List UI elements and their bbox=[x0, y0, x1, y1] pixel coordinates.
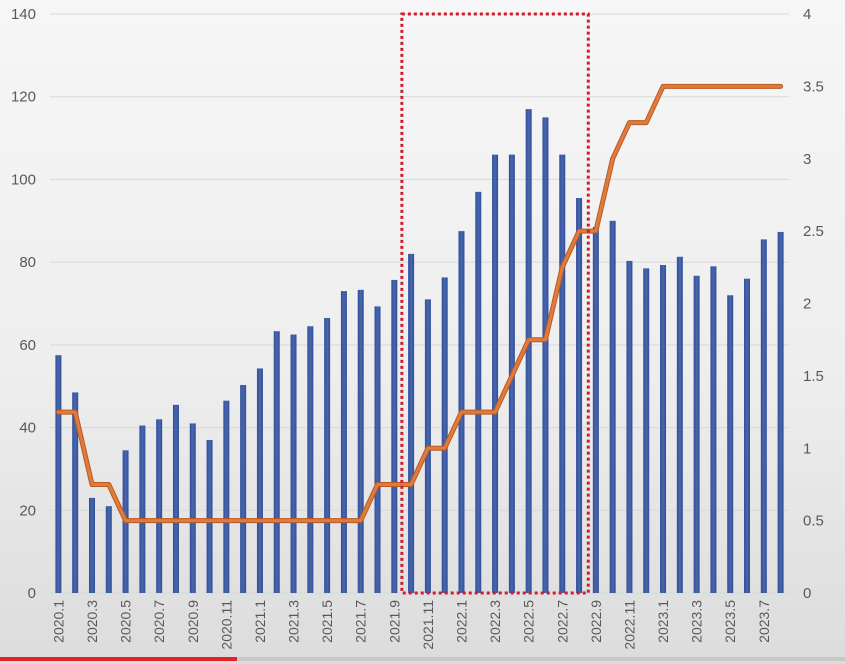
right-y-tick-label: 3.5 bbox=[803, 78, 824, 95]
bar bbox=[777, 231, 784, 593]
bar bbox=[55, 355, 62, 593]
x-tick-label: 2021.7 bbox=[353, 600, 369, 643]
right-y-tick-label: 0 bbox=[803, 585, 811, 602]
bar bbox=[710, 266, 717, 593]
left-y-tick-label: 40 bbox=[19, 420, 36, 437]
right-y-tick-label: 0.5 bbox=[803, 513, 824, 530]
bar bbox=[609, 220, 616, 594]
x-tick-label: 2021.5 bbox=[319, 600, 335, 643]
bar bbox=[727, 295, 734, 593]
right-y-tick-label: 3 bbox=[803, 151, 811, 168]
left-y-tick-label: 0 bbox=[28, 585, 36, 602]
x-tick-label: 2020.5 bbox=[118, 600, 134, 643]
video-progress-fill bbox=[0, 657, 237, 661]
bar bbox=[676, 256, 683, 593]
bar bbox=[391, 279, 398, 593]
x-tick-label: 2021.11 bbox=[420, 600, 436, 650]
bar bbox=[693, 275, 700, 593]
x-tick-label: 2020.7 bbox=[151, 600, 167, 643]
bar bbox=[408, 253, 415, 593]
x-tick-label: 2020.9 bbox=[185, 600, 201, 643]
bar bbox=[307, 326, 314, 593]
x-tick-label: 2023.7 bbox=[756, 600, 772, 643]
right-y-tick-label: 1.5 bbox=[803, 368, 824, 385]
left-y-tick-label: 120 bbox=[11, 89, 36, 106]
x-tick-label: 2021.3 bbox=[286, 600, 302, 643]
x-tick-label: 2022.7 bbox=[554, 600, 570, 643]
bar bbox=[324, 317, 331, 593]
x-tick-label: 2023.3 bbox=[689, 600, 705, 643]
bar bbox=[374, 306, 381, 593]
bar bbox=[72, 392, 79, 593]
bar bbox=[340, 291, 347, 593]
x-tick-label: 2022.11 bbox=[621, 600, 637, 650]
right-y-tick-label: 2 bbox=[803, 296, 811, 313]
left-y-tick-label: 100 bbox=[11, 171, 36, 188]
right-y-tick-label: 1 bbox=[803, 440, 811, 457]
x-tick-label: 2023.1 bbox=[655, 600, 671, 643]
right-y-tick-label: 4 bbox=[803, 6, 811, 23]
annotation-rectangle bbox=[400, 12, 590, 595]
x-tick-label: 2022.9 bbox=[588, 600, 604, 643]
bar bbox=[189, 423, 196, 593]
x-tick-label: 2021.9 bbox=[386, 600, 402, 643]
bar-series bbox=[55, 109, 784, 594]
bar bbox=[441, 277, 448, 593]
x-tick-label: 2021.1 bbox=[252, 600, 268, 643]
bar bbox=[240, 384, 247, 593]
bar bbox=[525, 109, 532, 593]
bar bbox=[626, 260, 633, 593]
bar bbox=[256, 368, 263, 593]
bar bbox=[156, 419, 163, 593]
annotation-box bbox=[400, 12, 590, 595]
bar bbox=[105, 506, 112, 593]
x-tick-label: 2020.11 bbox=[218, 600, 234, 650]
bar bbox=[660, 265, 667, 593]
x-tick-label: 2022.1 bbox=[453, 600, 469, 643]
x-tick-label: 2020.3 bbox=[84, 600, 100, 643]
x-axis: 2020.1 2020.3 2020.5 2020.7 2020.9 2020.11 202… bbox=[50, 600, 771, 650]
bar bbox=[643, 268, 650, 593]
video-progress-track[interactable] bbox=[0, 657, 845, 661]
bar bbox=[139, 425, 146, 593]
x-tick-label: 2020.1 bbox=[50, 600, 66, 643]
left-y-tick-label: 140 bbox=[11, 6, 36, 23]
left-y-tick-label: 80 bbox=[19, 254, 36, 271]
right-y-tick-label: 2.5 bbox=[803, 223, 824, 240]
bar bbox=[88, 497, 95, 593]
bar bbox=[223, 400, 230, 593]
x-tick-label: 2022.3 bbox=[487, 600, 503, 643]
bar bbox=[492, 154, 499, 593]
bar bbox=[475, 191, 482, 594]
line-series-shadow bbox=[55, 83, 784, 524]
line-series-path bbox=[56, 84, 783, 523]
left-y-tick-label: 20 bbox=[19, 502, 36, 519]
bar bbox=[273, 331, 280, 593]
bar bbox=[559, 154, 566, 593]
bar bbox=[744, 278, 751, 593]
left-y-axis: 0 20 40 60 80 100 120 140 bbox=[11, 6, 36, 602]
line-series bbox=[55, 83, 784, 524]
left-y-tick-label: 60 bbox=[19, 337, 36, 354]
x-tick-label: 2023.5 bbox=[722, 600, 738, 643]
bar bbox=[592, 226, 599, 593]
bar bbox=[576, 198, 583, 593]
bar bbox=[172, 404, 179, 593]
bar bbox=[542, 117, 549, 594]
x-tick-label: 2022.5 bbox=[521, 600, 537, 643]
bar bbox=[206, 439, 213, 593]
bar bbox=[760, 239, 767, 593]
right-y-axis: 0 0.5 1 1.5 2 2.5 3 3.5 4 bbox=[803, 6, 824, 602]
bar bbox=[290, 334, 297, 593]
bar bbox=[357, 289, 364, 593]
